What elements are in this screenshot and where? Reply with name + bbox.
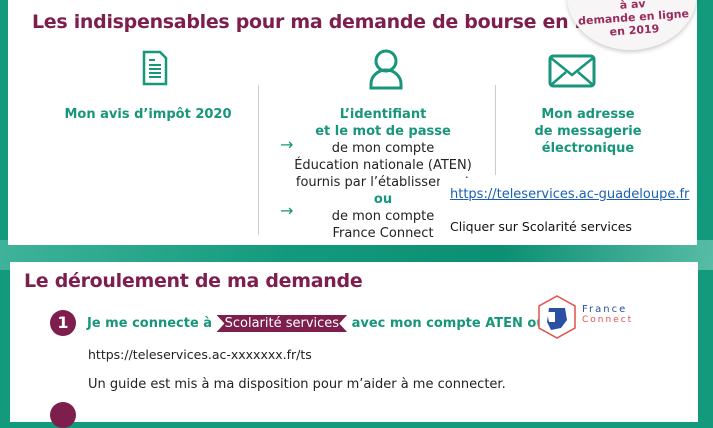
scolarite-services-tag: Scolarité services: [216, 315, 348, 332]
process-card: Le déroulement de ma demande 1 Je me con…: [10, 262, 698, 428]
arrow-icon: →: [280, 201, 294, 220]
email-label-1: Mon adresse: [541, 107, 635, 122]
aten-line-1: de mon compte: [331, 141, 435, 156]
france-connect-icon: [538, 295, 576, 339]
step-number: 1: [50, 310, 76, 336]
email-label-2: de messagerie: [534, 124, 642, 139]
identifier-label-2: et le mot de passe: [315, 124, 451, 139]
divider: [258, 85, 259, 235]
arrow-icon: →: [280, 135, 294, 154]
envelope-icon: [548, 54, 596, 88]
identifier-label-1: L’identifiant: [339, 107, 427, 122]
tax-notice-label: Mon avis d’impôt 2020: [64, 107, 232, 122]
email-label: Mon adresse de messagerie électronique: [503, 106, 673, 157]
divider: [495, 85, 496, 175]
france-connect-logo[interactable]: France Connect: [537, 294, 631, 344]
section-title: Le déroulement de ma demande: [24, 270, 363, 292]
step-1-text: Je me connecte à Scolarité services avec…: [87, 315, 546, 332]
section-title: Les indispensables pour ma demande de bo…: [32, 11, 627, 33]
logo-text-2: Connect: [582, 315, 634, 325]
aten-account-text: de mon compte Éducation nationale (ATEN)…: [278, 140, 488, 242]
document-icon: [142, 50, 168, 86]
user-icon: [369, 49, 403, 90]
step-text-after: avec mon compte ATEN ou: [351, 316, 546, 331]
instruction-text: Cliquer sur Scolarité services: [450, 219, 632, 234]
note-overlay: [440, 178, 690, 240]
aten-line-3: fournis par l’établissement: [295, 175, 471, 190]
identifier-label: L’identifiant et le mot de passe: [278, 106, 488, 140]
guide-text: Un guide est mis à ma disposition pour m…: [88, 377, 506, 392]
logo-text-1: France: [582, 304, 628, 315]
or-text: ou: [373, 192, 393, 207]
aten-line-2: Éducation nationale (ATEN): [294, 158, 472, 173]
email-label-3: électronique: [541, 141, 635, 156]
fc-line-1: de mon compte: [331, 209, 435, 224]
step-text-before: Je me connecte à: [87, 316, 213, 331]
step-number-2: [50, 402, 76, 428]
teleservices-link[interactable]: https://teleservices.ac-guadeloupe.fr: [450, 187, 690, 202]
fc-line-2: France Connect: [332, 226, 434, 241]
teleservices-url: https://teleservices.ac-xxxxxxx.fr/ts: [88, 347, 312, 362]
